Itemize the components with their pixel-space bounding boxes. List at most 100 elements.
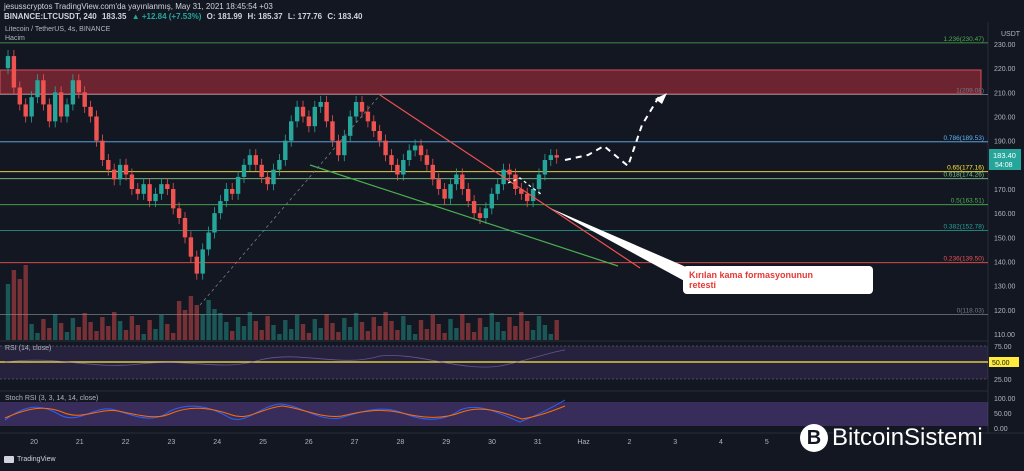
volume-bar <box>312 319 317 340</box>
volume-bar <box>359 322 365 340</box>
close-value: C: 183.40 <box>327 12 363 21</box>
time-tick-label: 25 <box>259 439 267 446</box>
candle-body <box>277 160 282 170</box>
fib-level-label: 0.618(174.26) <box>944 172 984 179</box>
retest-path[interactable] <box>507 177 542 195</box>
tradingview-logo[interactable]: TradingView <box>4 456 56 463</box>
volume-bar <box>23 265 28 340</box>
price-tick-label: 220.00 <box>994 66 1016 73</box>
volume-bar <box>265 316 270 340</box>
candle-body <box>135 189 140 194</box>
price-tick-label: 190.00 <box>994 139 1016 146</box>
volume-bar <box>554 320 559 340</box>
fib-level-label: 0.65(177.16) <box>947 165 984 172</box>
volume-bar <box>182 310 188 340</box>
volume-bar <box>70 318 76 340</box>
candle-body <box>141 184 146 194</box>
time-tick-label: 20 <box>30 439 38 446</box>
candle-body <box>218 201 223 214</box>
candle-body <box>194 256 199 274</box>
volume-bar <box>336 332 341 340</box>
candle-body <box>82 92 87 107</box>
candle-body <box>342 135 347 156</box>
volume-bar <box>395 330 400 340</box>
volume-bars <box>5 265 559 340</box>
volume-bar <box>64 332 70 340</box>
candle-body <box>253 155 258 165</box>
volume-bar <box>483 327 489 340</box>
candle-body <box>53 92 58 122</box>
volume-bar <box>348 327 353 340</box>
rsi-tick-label: 25.00 <box>994 377 1012 384</box>
candle-body <box>171 189 176 209</box>
candle-body <box>17 87 22 105</box>
annotation-callout[interactable]: Kırılan kama formasyonunun retesti <box>683 266 873 294</box>
volume-bar <box>477 318 483 340</box>
candle-body <box>401 160 406 175</box>
time-axis[interactable]: 202122232425262728293031Haz23456 <box>30 439 815 446</box>
change-value: ▲ +12.84 (+7.53%) <box>131 12 202 21</box>
candle-body <box>29 97 34 117</box>
volume-bar <box>318 328 323 340</box>
time-tick-label: 5 <box>765 439 769 446</box>
tradingview-icon <box>4 456 14 463</box>
volume-bar <box>176 301 182 340</box>
volume-bar <box>35 333 40 340</box>
volume-bar <box>135 325 140 340</box>
volume-bar <box>165 324 170 340</box>
volume-bar <box>418 320 424 340</box>
wedge-upper-trendline[interactable] <box>379 94 641 269</box>
candle-body <box>64 104 70 117</box>
fib-anchor-line[interactable] <box>199 94 381 306</box>
candle-body <box>182 218 188 238</box>
candle-body <box>324 102 329 122</box>
stoch-k-line <box>4 399 566 423</box>
time-tick-label: 30 <box>488 439 496 446</box>
time-tick-label: 22 <box>122 439 130 446</box>
volume-bar <box>489 313 494 340</box>
volume-bar <box>495 322 500 340</box>
current-price-value: 183.40 <box>993 151 1016 160</box>
candle-body <box>153 193 158 202</box>
candle-body <box>525 193 530 202</box>
time-tick-label: 27 <box>351 439 359 446</box>
candle-body <box>241 164 247 177</box>
price-axis[interactable]: 230.00220.00210.00200.00190.00180.00170.… <box>994 42 1016 339</box>
wedge-lower-trendline[interactable] <box>309 164 619 267</box>
volume-bar <box>330 323 335 340</box>
publisher-line: jesusscryptos TradingView.com'da yayınla… <box>4 2 273 11</box>
volume-bar <box>454 328 459 340</box>
resistance-zone[interactable] <box>0 69 982 95</box>
legend-volume: Hacim <box>5 35 25 42</box>
price-tick-label: 120.00 <box>994 308 1016 315</box>
volume-bar <box>548 334 553 340</box>
low-value: L: 177.76 <box>287 12 323 21</box>
candle-body <box>454 174 459 185</box>
candle-body <box>418 145 424 156</box>
projected-price-path[interactable] <box>564 94 661 168</box>
site-name: BitcoinSistemi <box>832 424 983 451</box>
legend-title: Litecoin / TetherUS, 4s, BINANCE <box>5 26 111 33</box>
candle-body <box>35 80 40 98</box>
volume-bar <box>466 323 471 340</box>
stoch-title: Stoch RSI (3, 3, 14, 14, close) <box>5 395 99 402</box>
symbol-ohlc-line: BINANCE:LTCUSDT, 240 183.35 ▲ +12.84 (+7… <box>4 12 365 21</box>
volume-bar <box>412 334 418 340</box>
candle-body <box>88 106 93 117</box>
rsi-value-badge <box>989 357 1019 367</box>
candle-body <box>424 155 430 165</box>
candle-body <box>176 208 182 218</box>
fibonacci-levels[interactable]: 1.236(230.47) 1(209.08) 0.786(189.53) 0.65(… <box>0 36 988 315</box>
candle-body <box>365 111 371 122</box>
volume-bar <box>507 317 512 340</box>
candle-body <box>106 160 111 170</box>
candle-body <box>483 208 489 218</box>
volume-bar <box>536 316 542 340</box>
candle-body <box>235 176 241 194</box>
rsi-tick-label: 75.00 <box>994 344 1012 351</box>
volume-bar <box>58 323 64 340</box>
volume-bar <box>194 305 199 340</box>
volume-bar <box>188 296 194 340</box>
candle-body <box>554 155 559 158</box>
